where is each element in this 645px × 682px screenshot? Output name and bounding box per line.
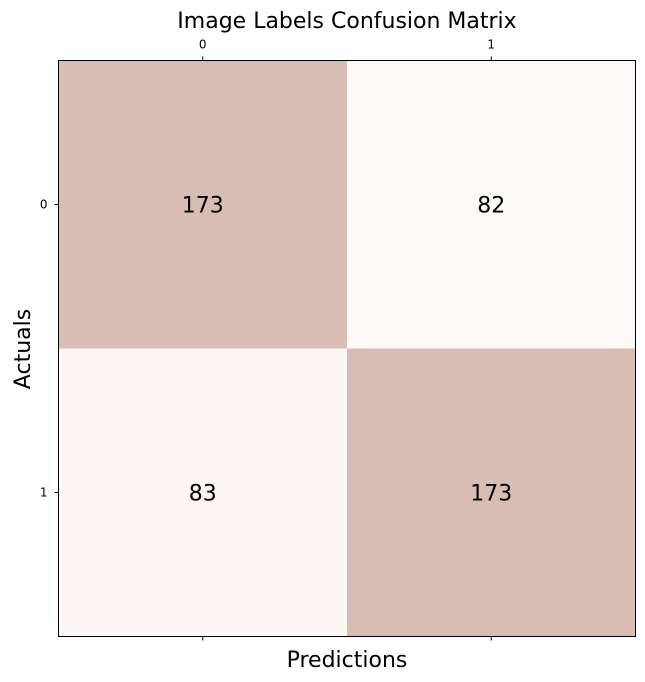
chart-title: Image Labels Confusion Matrix xyxy=(177,9,516,34)
x-tick-label-1: 1 xyxy=(487,38,495,52)
heatmap-cells xyxy=(58,60,636,637)
heatmap-cell-1-1 xyxy=(347,348,636,637)
x-axis-label: Predictions xyxy=(287,648,408,673)
cell-value-0-1: 82 xyxy=(477,194,505,219)
x-tick-label-0: 0 xyxy=(199,38,207,52)
cell-values: 173 82 83 173 xyxy=(182,194,513,507)
cell-value-0-0: 173 xyxy=(182,194,224,219)
heatmap-cell-0-0 xyxy=(58,60,347,349)
y-tick-label-1: 1 xyxy=(40,486,48,500)
y-ticks: 01 xyxy=(40,198,59,500)
plot-frame xyxy=(58,60,636,637)
cell-value-1-0: 83 xyxy=(189,482,217,507)
y-tick-label-0: 0 xyxy=(40,198,48,212)
heatmap-cell-1-0 xyxy=(58,348,347,637)
cell-value-1-1: 173 xyxy=(470,482,512,507)
y-axis-label: Actuals xyxy=(11,309,36,389)
heatmap-cell-0-1 xyxy=(347,60,636,349)
